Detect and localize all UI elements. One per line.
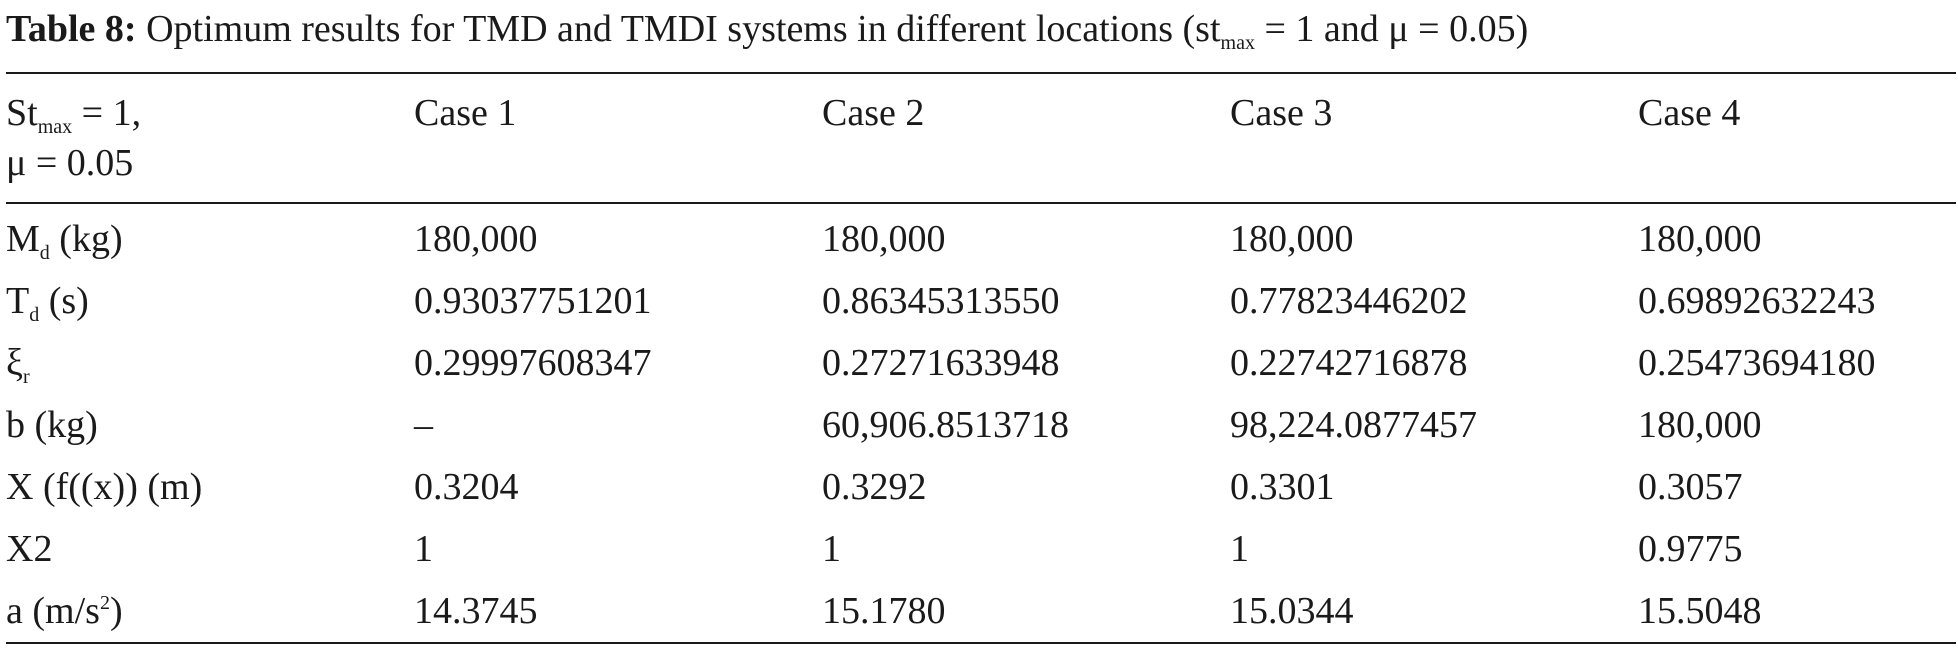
row-label-main: X (f((x)) (m) bbox=[6, 466, 203, 508]
row-label: ξr bbox=[6, 342, 30, 390]
header-param-line1: Stmax = 1, bbox=[6, 92, 141, 140]
table-cell: 0.29997608347 bbox=[414, 342, 652, 384]
row-label: X2 bbox=[6, 528, 52, 570]
row-label-rest: ) bbox=[109, 590, 123, 632]
table-cell: 0.22742716878 bbox=[1230, 342, 1468, 384]
table-caption: Table 8: Optimum results for TMD and TMD… bbox=[6, 2, 1956, 62]
header-case-4: Case 4 bbox=[1638, 92, 1741, 134]
table-cell: 0.3057 bbox=[1638, 466, 1743, 508]
table-cell: 0.25473694180 bbox=[1638, 342, 1876, 384]
table-cell: 0.9775 bbox=[1638, 528, 1743, 570]
table-cell: 0.77823446202 bbox=[1230, 280, 1468, 322]
table-cell: 15.0344 bbox=[1230, 590, 1354, 632]
header-rule bbox=[6, 202, 1956, 204]
row-label-sup: 2 bbox=[99, 592, 110, 614]
header-param-rest: = 1, bbox=[72, 92, 142, 134]
table-cell: 180,000 bbox=[1638, 404, 1762, 446]
table-cell: – bbox=[414, 404, 433, 446]
caption-subscript: max bbox=[1220, 32, 1255, 54]
row-label-main: a (m/s bbox=[6, 590, 100, 632]
table-cell: 14.3745 bbox=[414, 590, 538, 632]
table-cell: 0.3204 bbox=[414, 466, 519, 508]
header-param-sub: max bbox=[37, 116, 73, 138]
row-label: Td (s) bbox=[6, 280, 89, 328]
row-label-sub: d bbox=[39, 242, 50, 264]
row-label-rest: (kg) bbox=[49, 218, 123, 260]
table-cell: 0.27271633948 bbox=[822, 342, 1060, 384]
header-param-main: St bbox=[6, 92, 38, 134]
table-cell: 0.93037751201 bbox=[414, 280, 652, 322]
table-cell: 1 bbox=[1230, 528, 1249, 570]
caption-text-end: = 1 and μ = 0.05) bbox=[1254, 8, 1529, 50]
table-cell: 98,224.0877457 bbox=[1230, 404, 1477, 446]
table-cell: 0.3301 bbox=[1230, 466, 1335, 508]
bottom-rule bbox=[6, 642, 1956, 644]
row-label-main: b (kg) bbox=[6, 404, 98, 446]
table-cell: 1 bbox=[822, 528, 841, 570]
table-cell: 60,906.8513718 bbox=[822, 404, 1069, 446]
table-cell: 0.86345313550 bbox=[822, 280, 1060, 322]
row-label-sub: d bbox=[29, 304, 40, 326]
top-rule bbox=[6, 72, 1956, 74]
table-cell: 1 bbox=[414, 528, 433, 570]
row-label: a (m/s2) bbox=[6, 590, 123, 638]
header-case-3: Case 3 bbox=[1230, 92, 1333, 134]
row-label-main: ξ bbox=[6, 342, 23, 384]
header-case-1: Case 1 bbox=[414, 92, 517, 134]
table-cell: 15.1780 bbox=[822, 590, 946, 632]
row-label-sub: r bbox=[22, 366, 30, 388]
table-cell: 15.5048 bbox=[1638, 590, 1762, 632]
table-cell: 180,000 bbox=[414, 218, 538, 260]
table-cell: 0.3292 bbox=[822, 466, 927, 508]
table-cell: 180,000 bbox=[1230, 218, 1354, 260]
table-cell: 180,000 bbox=[1638, 218, 1762, 260]
row-label-main: T bbox=[6, 280, 30, 322]
row-label: b (kg) bbox=[6, 404, 98, 446]
row-label-rest: (s) bbox=[39, 280, 89, 322]
row-label: X (f((x)) (m) bbox=[6, 466, 202, 508]
caption-text: Optimum results for TMD and TMDI systems… bbox=[136, 8, 1221, 50]
table-cell: 0.69892632243 bbox=[1638, 280, 1876, 322]
row-label-main: M bbox=[6, 218, 40, 260]
table-cell: 180,000 bbox=[822, 218, 946, 260]
table-number: Table 8: bbox=[6, 8, 137, 50]
row-label: Md (kg) bbox=[6, 218, 123, 266]
header-param-line2: μ = 0.05 bbox=[6, 142, 134, 184]
row-label-main: X2 bbox=[6, 528, 53, 570]
header-case-2: Case 2 bbox=[822, 92, 925, 134]
